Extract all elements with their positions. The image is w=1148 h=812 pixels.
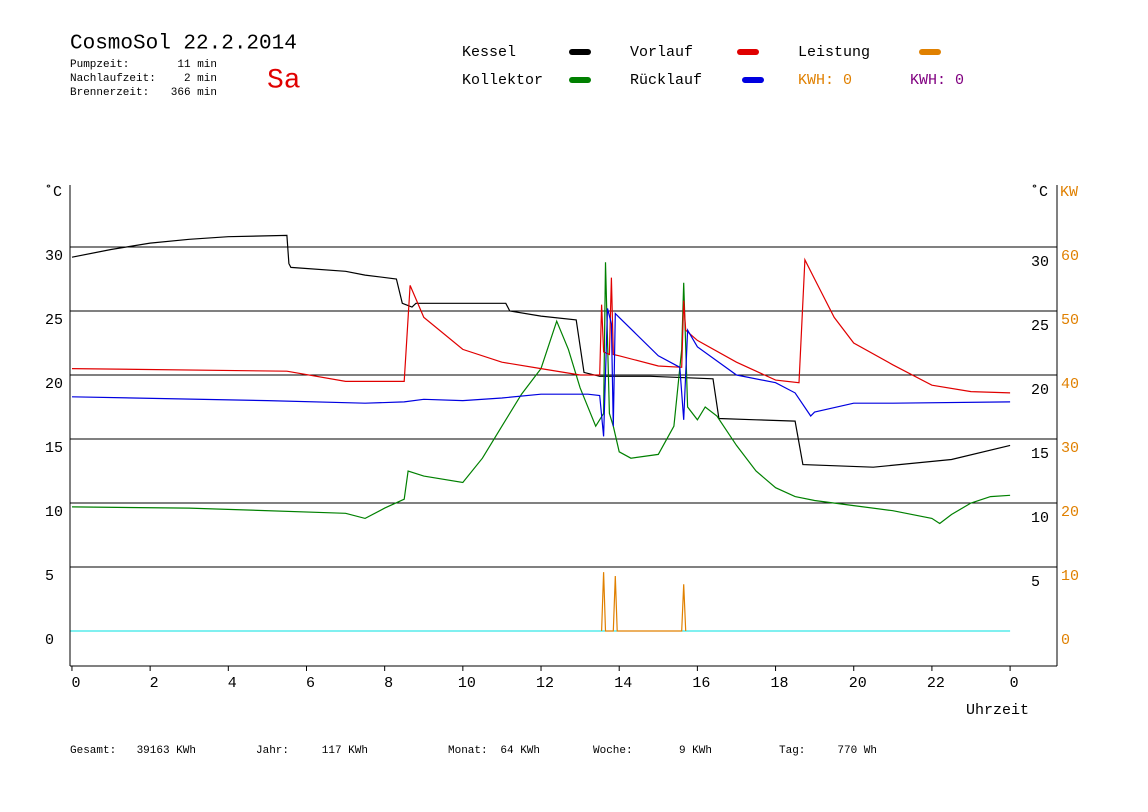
stat-label: Pumpzeit: [70,59,129,71]
kwh-label: KWH: 0 [910,72,964,89]
x-tick-label: 4 [228,675,237,692]
x-tick-label: 6 [306,675,315,692]
y-right-tick-label: 25 [1031,318,1049,335]
x-tick-label: 22 [927,675,945,692]
x-tick-label: 20 [849,675,867,692]
y-tick-label: 5 [45,568,54,585]
total-label: Tag: [779,745,805,757]
y-tick-label: 30 [45,248,63,265]
y-tick-label: 20 [45,376,63,393]
y-right-tick-label: 5 [1031,574,1040,591]
series-line [71,308,1011,437]
series-line [71,257,1011,394]
x-tick-label: 10 [458,675,476,692]
legend-label: Kollektor [462,72,543,89]
y-tick-label: 10 [45,504,63,521]
y-tick-label: 15 [45,440,63,457]
chart-title: CosmoSol 22.2.2014 [70,33,297,56]
legend-label: Leistung [798,44,870,61]
stat-value: 11 min [177,59,217,71]
y2-tick-label: 10 [1061,568,1079,585]
total-label: Woche: [593,745,633,757]
total-label: Gesamt: [70,745,116,757]
y-tick-label: 25 [45,312,63,329]
total-label: Jahr: [256,745,289,757]
stat-value: 366 min [171,87,217,99]
x-tick-label: 16 [692,675,710,692]
total-value: 770 Wh [837,745,877,757]
series-line [601,572,687,632]
kwh-label: KWH: 0 [798,72,852,89]
y-tick-label: 0 [45,632,54,649]
y2-tick-label: 30 [1061,440,1079,457]
x-tick-label: 0 [71,675,80,692]
x-tick-label: 8 [384,675,393,692]
x-tick-label: 12 [536,675,554,692]
y-axis-label: ˚C [44,184,62,201]
y-right-tick-label: 15 [1031,446,1049,463]
total-label: Monat: [448,745,488,757]
legend-label: Kessel [462,44,516,61]
day-label: Sa [267,65,301,96]
y-right-tick-label: 20 [1031,382,1049,399]
series-line [71,234,1011,468]
y2-tick-label: 0 [1061,632,1070,649]
total-value: 117 KWh [322,745,368,757]
legend-label: Rücklauf [630,72,702,89]
x-tick-label: 0 [1010,675,1019,692]
stat-label: Nachlaufzeit: [70,73,156,85]
y-right-tick-label: 10 [1031,510,1049,527]
x-axis-label: Uhrzeit [966,702,1029,719]
stat-value: 2 min [184,73,217,85]
x-tick-label: 2 [150,675,159,692]
total-value: 9 KWh [679,745,712,757]
series-line [71,262,1011,525]
stat-label: Brennerzeit: [70,87,149,99]
total-value: 64 KWh [500,745,540,757]
y2-tick-label: 50 [1061,312,1079,329]
x-tick-label: 14 [614,675,632,692]
legend-label: Vorlauf [630,44,693,61]
y2-tick-label: 60 [1061,248,1079,265]
y2-axis-label: KW [1060,184,1078,201]
x-tick-label: 18 [771,675,789,692]
y-right-axis-label: ˚C [1030,184,1048,201]
y-right-tick-label: 30 [1031,254,1049,271]
y2-tick-label: 40 [1061,376,1079,393]
y2-tick-label: 20 [1061,504,1079,521]
total-value: 39163 KWh [137,745,196,757]
